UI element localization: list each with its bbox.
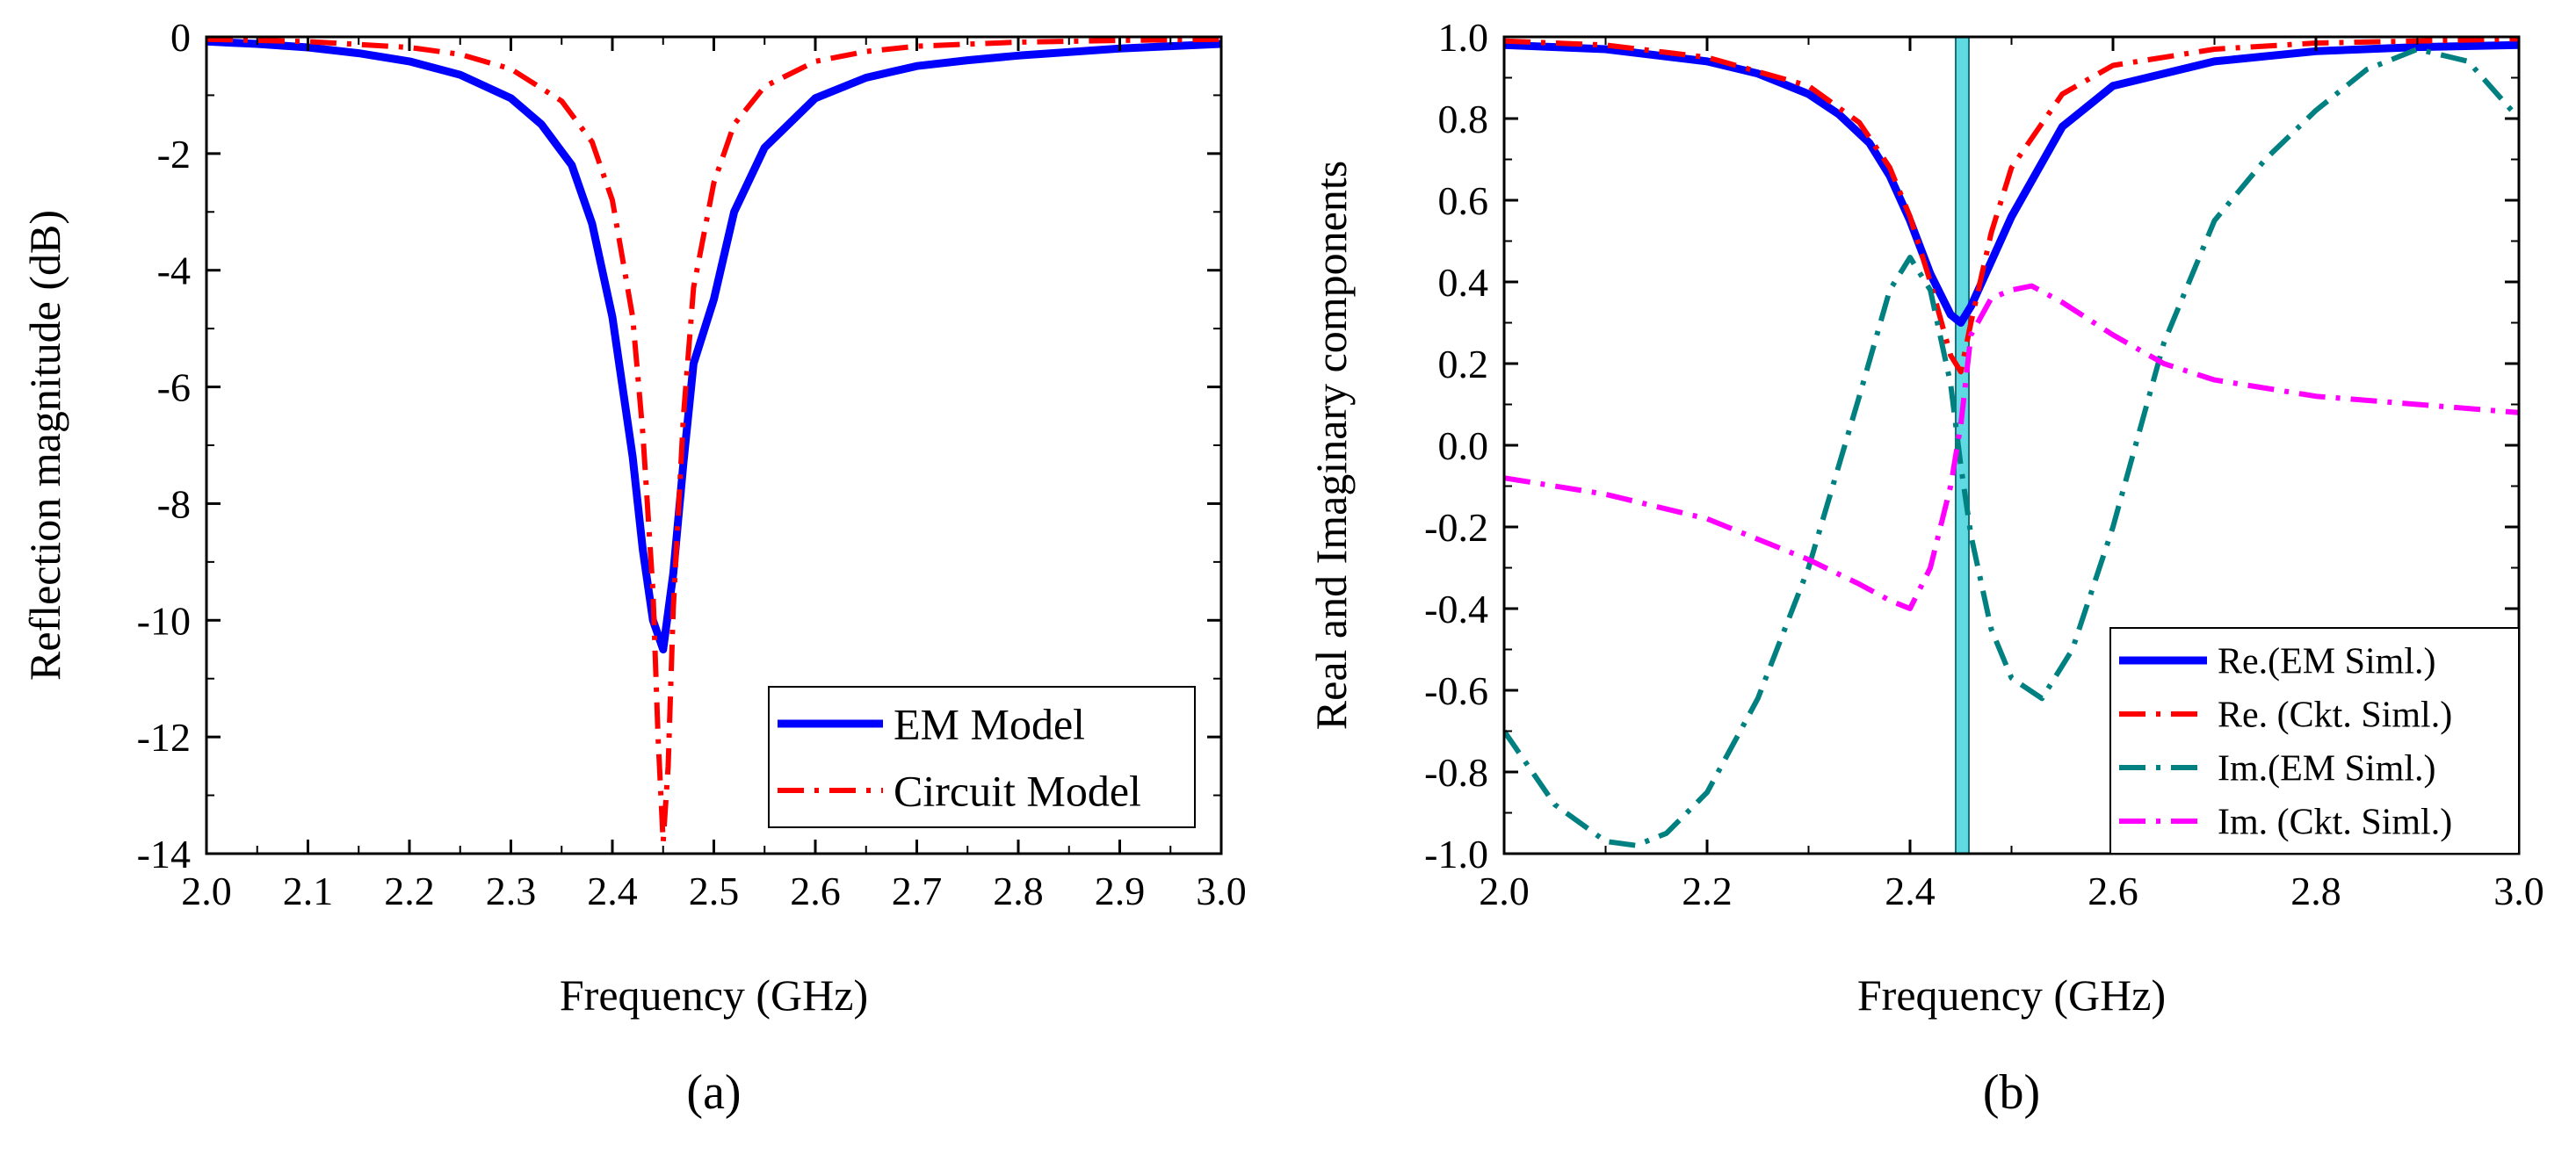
x-tick-label-b-3: 2.6 bbox=[2088, 869, 2138, 913]
y-tick-label-b-3: 0.4 bbox=[1438, 260, 1489, 305]
series-line-b-0 bbox=[1504, 40, 2519, 327]
y-tick-label-a-1: -2 bbox=[157, 132, 191, 177]
series-line-b-1 bbox=[1504, 37, 2519, 375]
series-line-b-2 bbox=[1504, 47, 2519, 848]
y-tick-label-b-5: 0.0 bbox=[1438, 423, 1489, 468]
x-tick-label-a-10: 3.0 bbox=[1196, 869, 1247, 913]
legend-label-a-0: EM Model bbox=[894, 700, 1085, 749]
y-tick-label-a-0: 0 bbox=[170, 15, 191, 60]
legend-label-a-1: Circuit Model bbox=[894, 767, 1141, 816]
legend-label-b-3: Im. (Ckt. Siml.) bbox=[2218, 803, 2452, 843]
series-line-b-3 bbox=[1504, 283, 2519, 611]
y-tick-label-b-2: 0.6 bbox=[1438, 178, 1489, 223]
y-tick-label-b-7: -0.4 bbox=[1424, 587, 1488, 631]
series-line-a-1 bbox=[206, 37, 1221, 845]
x-tick-label-b-4: 2.8 bbox=[2290, 869, 2341, 913]
y-axis-title-a: Reflection magnitude (dB) bbox=[20, 210, 69, 681]
y-tick-label-b-10: -1.0 bbox=[1424, 832, 1488, 876]
y-tick-label-b-9: -0.8 bbox=[1424, 750, 1488, 795]
panel-b-chart: 2.0 2.2 2.4 2.6 2.8 3.0 1.0 0.8 0.6 0.4 0.2 0.0 -0.2… bbox=[1306, 15, 2544, 1120]
y-tick-label-a-2: -4 bbox=[157, 249, 191, 293]
x-tick-label-a-2: 2.2 bbox=[384, 869, 435, 913]
legend-b: Re.(EM Siml.) Re. (Ckt. Siml.) Im.(EM Siml… bbox=[2109, 627, 2520, 855]
x-tick-label-a-9: 2.9 bbox=[1095, 869, 1146, 913]
legend-label-b-0: Re.(EM Siml.) bbox=[2218, 642, 2436, 682]
x-tick-label-b-1: 2.2 bbox=[1682, 869, 1733, 913]
x-tick-label-a-5: 2.5 bbox=[689, 869, 740, 913]
x-tick-label-a-3: 2.3 bbox=[486, 869, 537, 913]
y-axis-title-b: Real and Imaginary components bbox=[1306, 161, 1356, 730]
x-tick-label-a-4: 2.4 bbox=[587, 869, 638, 913]
legend-box-b bbox=[2109, 627, 2520, 855]
y-tick-label-b-4: 0.2 bbox=[1438, 342, 1489, 386]
panel-label-a: (a) bbox=[686, 1065, 741, 1120]
x-tick-label-a-0: 2.0 bbox=[181, 869, 232, 913]
x-tick-label-a-8: 2.8 bbox=[993, 869, 1044, 913]
y-tick-label-a-7: -14 bbox=[137, 832, 191, 876]
y-tick-label-a-4: -8 bbox=[157, 481, 191, 526]
x-tick-label-b-5: 3.0 bbox=[2493, 869, 2544, 913]
x-tick-label-b-2: 2.4 bbox=[1885, 869, 1936, 913]
y-tick-label-a-5: -10 bbox=[137, 598, 191, 643]
x-tick-label-a-7: 2.7 bbox=[892, 869, 943, 913]
legend-a: EM Model Circuit Model bbox=[768, 686, 1196, 828]
y-tick-label-a-3: -6 bbox=[157, 365, 191, 410]
y-tick-label-b-0: 1.0 bbox=[1438, 15, 1489, 60]
legend-label-b-2: Im.(EM Siml.) bbox=[2218, 749, 2436, 790]
y-tick-label-b-8: -0.6 bbox=[1424, 668, 1488, 713]
x-tick-label-b-0: 2.0 bbox=[1479, 869, 1530, 913]
y-tick-label-b-6: -0.2 bbox=[1424, 505, 1488, 550]
series-group-a bbox=[206, 37, 1221, 845]
x-tick-label-a-6: 2.6 bbox=[790, 869, 841, 913]
y-tick-label-a-6: -12 bbox=[137, 715, 191, 760]
panel-label-b: (b) bbox=[1983, 1065, 2040, 1120]
x-axis-title-b: Frequency (GHz) bbox=[1857, 970, 2166, 1020]
legend-label-b-1: Re. (Ckt. Siml.) bbox=[2218, 696, 2452, 736]
x-tick-label-a-1: 2.1 bbox=[283, 869, 334, 913]
legend-box-a bbox=[768, 686, 1196, 828]
series-group-b bbox=[1504, 37, 2519, 848]
x-axis-title-a: Frequency (GHz) bbox=[560, 970, 868, 1020]
y-tick-label-b-1: 0.8 bbox=[1438, 97, 1489, 141]
panel-a-chart: 2.0 2.1 2.2 2.3 2.4 2.5 2.6 2.7 2.8 2.9 3.0 0 -2 -4 -6… bbox=[20, 15, 1247, 1120]
series-line-a-0 bbox=[206, 37, 1221, 653]
